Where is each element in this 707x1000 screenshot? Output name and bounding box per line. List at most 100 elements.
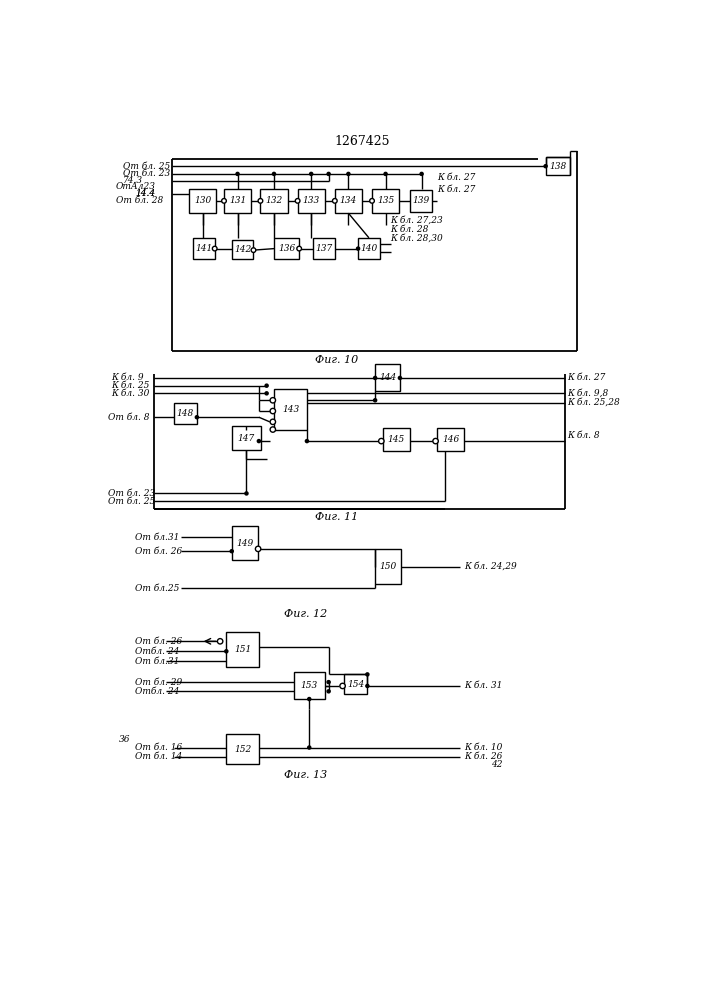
Bar bbox=[232, 240, 253, 259]
Text: К бл. 10: К бл. 10 bbox=[464, 743, 503, 752]
Text: К бл. 9: К бл. 9 bbox=[112, 373, 144, 382]
Text: От бл. 16: От бл. 16 bbox=[135, 743, 182, 752]
Text: Отбл. 24: Отбл. 24 bbox=[135, 687, 180, 696]
Circle shape bbox=[544, 165, 547, 168]
Text: К бл. 8: К бл. 8 bbox=[567, 431, 600, 440]
Text: От бл.25: От бл.25 bbox=[135, 584, 180, 593]
Text: От бл.31: От бл.31 bbox=[135, 657, 180, 666]
Text: К бл. 26: К бл. 26 bbox=[464, 752, 503, 761]
Text: 144: 144 bbox=[379, 373, 396, 382]
Circle shape bbox=[366, 673, 369, 676]
Text: 134: 134 bbox=[340, 196, 357, 205]
Bar bbox=[232, 526, 258, 560]
Text: 145: 145 bbox=[388, 435, 405, 444]
Circle shape bbox=[340, 683, 345, 689]
Bar bbox=[335, 189, 362, 213]
Text: К бл. 24,29: К бл. 24,29 bbox=[464, 562, 517, 571]
Text: 149: 149 bbox=[236, 539, 254, 548]
Text: Фиг. 11: Фиг. 11 bbox=[315, 512, 358, 522]
Circle shape bbox=[245, 492, 248, 495]
Text: 131: 131 bbox=[229, 196, 246, 205]
Bar bbox=[437, 428, 464, 451]
Circle shape bbox=[370, 199, 374, 203]
Circle shape bbox=[222, 199, 226, 203]
Bar bbox=[372, 189, 399, 213]
Circle shape bbox=[296, 199, 300, 203]
Circle shape bbox=[212, 246, 217, 251]
Circle shape bbox=[270, 408, 276, 414]
Circle shape bbox=[384, 172, 387, 175]
Text: От бл. 23: От бл. 23 bbox=[107, 489, 155, 498]
Text: 136: 136 bbox=[278, 244, 296, 253]
Text: К бл. 25,28: К бл. 25,28 bbox=[567, 398, 620, 407]
Circle shape bbox=[308, 746, 311, 749]
Circle shape bbox=[270, 427, 276, 432]
Text: От бл. 28: От бл. 28 bbox=[115, 196, 163, 205]
Bar bbox=[358, 238, 380, 259]
Circle shape bbox=[225, 650, 228, 653]
Bar bbox=[274, 389, 307, 430]
Circle shape bbox=[218, 639, 223, 644]
Circle shape bbox=[347, 172, 350, 175]
Text: К бл. 28: К бл. 28 bbox=[391, 225, 429, 234]
Bar bbox=[224, 189, 251, 213]
Circle shape bbox=[327, 172, 330, 175]
Text: От бл. 26: От бл. 26 bbox=[135, 547, 182, 556]
Circle shape bbox=[379, 438, 384, 444]
Text: 14.4: 14.4 bbox=[135, 189, 155, 198]
Text: 154: 154 bbox=[347, 680, 364, 689]
Text: К бл. 27: К бл. 27 bbox=[437, 185, 476, 194]
Bar bbox=[293, 672, 325, 699]
Text: 151: 151 bbox=[234, 645, 251, 654]
Circle shape bbox=[272, 172, 276, 175]
Text: 14.4: 14.4 bbox=[135, 189, 155, 198]
Bar bbox=[226, 734, 259, 764]
Text: Фиг. 10: Фиг. 10 bbox=[315, 355, 358, 365]
Circle shape bbox=[195, 416, 199, 419]
Text: К бл. 27: К бл. 27 bbox=[437, 173, 476, 182]
Text: Фиг. 12: Фиг. 12 bbox=[284, 609, 327, 619]
Bar bbox=[344, 674, 368, 694]
Text: К бл. 9,8: К бл. 9,8 bbox=[567, 389, 609, 398]
Bar bbox=[189, 189, 216, 213]
Bar bbox=[260, 189, 288, 213]
Bar bbox=[298, 189, 325, 213]
Circle shape bbox=[310, 172, 312, 175]
Text: 1267425: 1267425 bbox=[334, 135, 390, 148]
Bar bbox=[226, 632, 259, 667]
Text: К бл. 31: К бл. 31 bbox=[464, 681, 503, 690]
Circle shape bbox=[258, 199, 263, 203]
Text: К бл. 27,23: К бл. 27,23 bbox=[391, 216, 443, 225]
Bar bbox=[546, 157, 571, 175]
Circle shape bbox=[265, 384, 268, 387]
Circle shape bbox=[305, 440, 308, 443]
Text: 147: 147 bbox=[238, 434, 255, 443]
Text: К бл. 28,30: К бл. 28,30 bbox=[391, 234, 443, 243]
Circle shape bbox=[420, 172, 423, 175]
Circle shape bbox=[332, 199, 337, 203]
Text: 137: 137 bbox=[315, 244, 332, 253]
Circle shape bbox=[236, 172, 239, 175]
Circle shape bbox=[398, 376, 402, 379]
Text: 130: 130 bbox=[194, 196, 211, 205]
Text: 42: 42 bbox=[491, 760, 503, 769]
Text: 143: 143 bbox=[282, 405, 299, 414]
Text: От бл. 26: От бл. 26 bbox=[135, 637, 182, 646]
Text: От бл.31: От бл.31 bbox=[135, 533, 180, 542]
Bar bbox=[232, 426, 261, 450]
Text: 150: 150 bbox=[380, 562, 397, 571]
Text: 148: 148 bbox=[177, 409, 194, 418]
Circle shape bbox=[373, 399, 377, 402]
Bar bbox=[383, 428, 410, 451]
Text: К бл. 30: К бл. 30 bbox=[112, 389, 150, 398]
Text: 36: 36 bbox=[119, 735, 131, 744]
Bar bbox=[193, 238, 215, 259]
Text: От бл. 25: От бл. 25 bbox=[107, 497, 155, 506]
Text: От бл. 29: От бл. 29 bbox=[135, 678, 182, 687]
Text: 135: 135 bbox=[377, 196, 395, 205]
Circle shape bbox=[265, 392, 268, 395]
Text: 74.3: 74.3 bbox=[123, 176, 144, 185]
Text: От бл. 8: От бл. 8 bbox=[107, 413, 149, 422]
Circle shape bbox=[327, 690, 330, 693]
Circle shape bbox=[308, 698, 311, 701]
